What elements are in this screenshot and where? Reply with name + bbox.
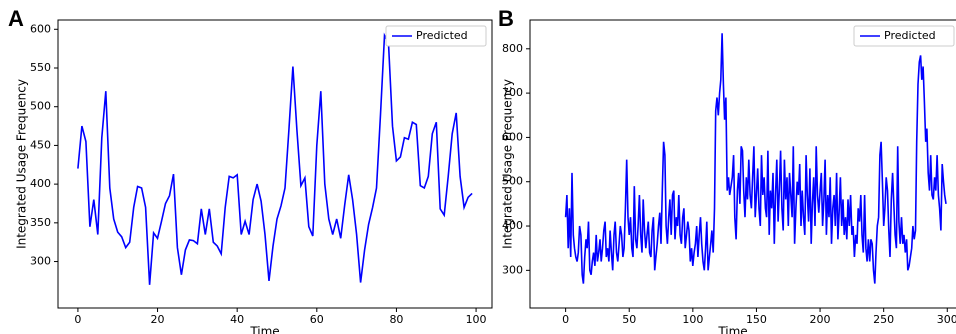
plot-frame	[529, 19, 956, 309]
legend-label: Predicted	[884, 29, 936, 42]
x-tick-label: 0	[74, 313, 81, 326]
y-axis-label: Integrated Usage Frequency	[501, 79, 515, 249]
panel-label: A	[8, 6, 24, 31]
x-axis-label: Time	[717, 325, 747, 334]
x-tick-label: 200	[810, 313, 831, 326]
y-tick-label: 450	[30, 138, 51, 151]
legend-box	[853, 25, 955, 47]
x-tick-label: 80	[389, 313, 403, 326]
x-tick-label: 150	[746, 313, 767, 326]
panel-label: B	[498, 6, 514, 31]
y-tick-label: 400	[502, 219, 523, 232]
y-tick-label: 550	[30, 61, 51, 74]
data-line	[564, 33, 947, 284]
x-tick-label: 100	[682, 313, 703, 326]
y-tick-label: 500	[502, 175, 523, 188]
x-tick-label: 20	[151, 313, 165, 326]
x-tick-label: 40	[230, 313, 244, 326]
y-tick-label: 600	[30, 22, 51, 35]
legend-box	[385, 25, 487, 47]
y-tick-label: 350	[30, 216, 51, 229]
y-tick-label: 700	[502, 86, 523, 99]
y-tick-label: 300	[30, 255, 51, 268]
x-tick-label: 60	[310, 313, 324, 326]
x-tick-label: 0	[562, 313, 569, 326]
y-tick-label: 500	[30, 100, 51, 113]
y-tick-label: 300	[502, 263, 523, 276]
x-axis-label: Time	[249, 325, 279, 334]
legend-label: Predicted	[416, 29, 468, 42]
data-line	[77, 32, 473, 285]
plot-frame	[57, 19, 493, 309]
x-tick-label: 50	[622, 313, 636, 326]
y-tick-label: 600	[502, 130, 523, 143]
x-tick-label: 300	[937, 313, 956, 326]
x-tick-label: 250	[873, 313, 894, 326]
y-tick-label: 800	[502, 42, 523, 55]
y-axis-label: Integrated Usage Frequency	[15, 79, 29, 249]
x-tick-label: 100	[466, 313, 487, 326]
y-tick-label: 400	[30, 177, 51, 190]
